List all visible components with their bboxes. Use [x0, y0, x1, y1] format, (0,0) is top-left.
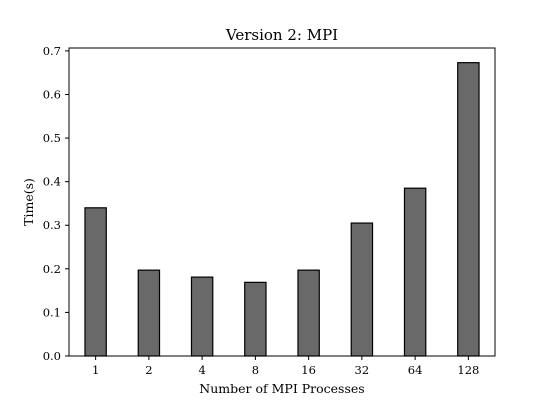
y-tick-label: 0.4: [43, 175, 61, 189]
bar: [457, 62, 480, 357]
x-tick-label: 16: [301, 363, 316, 377]
bar: [403, 187, 427, 357]
x-axis: 1 2 4 8 16 32 64 128: [92, 356, 479, 377]
plot-frame: [68, 47, 496, 357]
x-tick-label: 64: [408, 363, 423, 377]
bar: [244, 281, 267, 357]
bar: [297, 269, 320, 357]
y-tick-label: 0.1: [43, 305, 61, 319]
y-tick-label: 0.3: [43, 218, 61, 232]
y-axis: 0.0 0.1 0.2 0.3 0.4 0.5 0.6 0.7: [43, 44, 69, 363]
bar: [137, 269, 161, 357]
y-tick-label: 0.2: [43, 262, 61, 276]
x-tick-label: 128: [457, 363, 479, 377]
bar: [190, 276, 214, 357]
x-tick-label: 4: [198, 363, 205, 377]
bars: [84, 62, 480, 357]
x-axis-label: Number of MPI Processes: [199, 381, 364, 396]
y-tick-label: 0.5: [43, 131, 61, 145]
bar: [84, 207, 107, 357]
y-tick-label: 0.6: [43, 87, 61, 101]
x-tick-label: 8: [252, 363, 259, 377]
x-tick-label: 1: [92, 363, 99, 377]
y-tick-label: 0.0: [43, 349, 61, 363]
chart-title: Version 2: MPI: [225, 26, 338, 44]
bar: [350, 222, 374, 357]
x-tick-label: 2: [145, 363, 152, 377]
y-tick-label: 0.7: [43, 44, 61, 58]
x-tick-label: 32: [355, 363, 370, 377]
y-axis-label: Time(s): [21, 178, 36, 226]
